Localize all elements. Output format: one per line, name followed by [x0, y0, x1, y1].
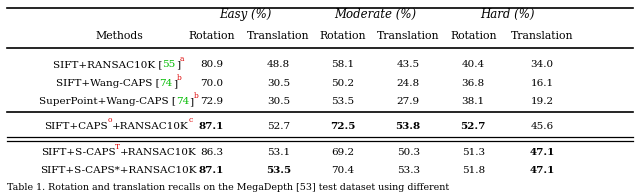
Text: 52.7: 52.7: [267, 122, 290, 131]
Text: SIFT+CAPS: SIFT+CAPS: [44, 122, 108, 131]
Text: Moderate (%): Moderate (%): [334, 8, 416, 21]
Text: SuperPoint+Wang-CAPS [: SuperPoint+Wang-CAPS [: [39, 97, 176, 106]
Text: Hard (%): Hard (%): [481, 8, 535, 21]
Text: SIFT+S-CAPS: SIFT+S-CAPS: [41, 148, 115, 157]
Text: b: b: [193, 92, 198, 100]
Text: +RANSAC10K: +RANSAC10K: [113, 122, 189, 131]
Text: Translation: Translation: [511, 31, 573, 41]
Text: 52.7: 52.7: [461, 122, 486, 131]
Text: 70.0: 70.0: [200, 79, 223, 88]
Text: 50.2: 50.2: [331, 79, 354, 88]
Text: SIFT+S-CAPS*+RANSAC10K: SIFT+S-CAPS*+RANSAC10K: [40, 165, 197, 174]
Text: Rotation: Rotation: [450, 31, 497, 41]
Text: 36.8: 36.8: [461, 79, 485, 88]
Text: 87.1: 87.1: [199, 122, 224, 131]
Text: 48.8: 48.8: [267, 60, 290, 69]
Text: 53.8: 53.8: [396, 122, 420, 131]
Text: 53.1: 53.1: [267, 148, 290, 157]
Text: 51.3: 51.3: [461, 148, 485, 157]
Text: Rotation: Rotation: [319, 31, 365, 41]
Text: 38.1: 38.1: [461, 97, 485, 106]
Text: 43.5: 43.5: [397, 60, 420, 69]
Text: Translation: Translation: [247, 31, 310, 41]
Text: 27.9: 27.9: [397, 97, 420, 106]
Text: Methods: Methods: [95, 31, 143, 41]
Text: Translation: Translation: [377, 31, 440, 41]
Text: b: b: [177, 74, 182, 82]
Text: c: c: [189, 116, 193, 124]
Text: Rotation: Rotation: [188, 31, 235, 41]
Text: 86.3: 86.3: [200, 148, 223, 157]
Text: 53.5: 53.5: [331, 97, 354, 106]
Text: 50.3: 50.3: [397, 148, 420, 157]
Text: 24.8: 24.8: [397, 79, 420, 88]
Text: SIFT+RANSAC10K [: SIFT+RANSAC10K [: [53, 60, 163, 69]
Text: o: o: [108, 116, 113, 124]
Text: a: a: [180, 55, 184, 63]
Text: 34.0: 34.0: [531, 60, 554, 69]
Text: +RANSAC10K: +RANSAC10K: [120, 148, 197, 157]
Text: 87.1: 87.1: [199, 165, 224, 174]
Text: 19.2: 19.2: [531, 97, 554, 106]
Text: 53.3: 53.3: [397, 165, 420, 174]
Text: Easy (%): Easy (%): [219, 8, 271, 21]
Text: ]: ]: [173, 79, 177, 88]
Text: 30.5: 30.5: [267, 79, 290, 88]
Text: 55: 55: [163, 60, 176, 69]
Text: 40.4: 40.4: [461, 60, 485, 69]
Text: 74: 74: [159, 79, 173, 88]
Text: 58.1: 58.1: [331, 60, 354, 69]
Text: 74: 74: [176, 97, 189, 106]
Text: 30.5: 30.5: [267, 97, 290, 106]
Text: 72.9: 72.9: [200, 97, 223, 106]
Text: 45.6: 45.6: [531, 122, 554, 131]
Text: 53.5: 53.5: [266, 165, 291, 174]
Text: 47.1: 47.1: [529, 148, 555, 157]
Text: Table 1. Rotation and translation recalls on the MegaDepth [53] test dataset usi: Table 1. Rotation and translation recall…: [7, 183, 449, 192]
Text: 80.9: 80.9: [200, 60, 223, 69]
Text: 16.1: 16.1: [531, 79, 554, 88]
Text: 47.1: 47.1: [529, 165, 555, 174]
Text: ]: ]: [189, 97, 193, 106]
Text: 70.4: 70.4: [331, 165, 354, 174]
Text: 51.8: 51.8: [461, 165, 485, 174]
Text: SIFT+Wang-CAPS [: SIFT+Wang-CAPS [: [56, 79, 159, 88]
Text: 69.2: 69.2: [331, 148, 354, 157]
Text: 72.5: 72.5: [330, 122, 355, 131]
Text: ]: ]: [176, 60, 180, 69]
Text: T: T: [115, 143, 120, 151]
